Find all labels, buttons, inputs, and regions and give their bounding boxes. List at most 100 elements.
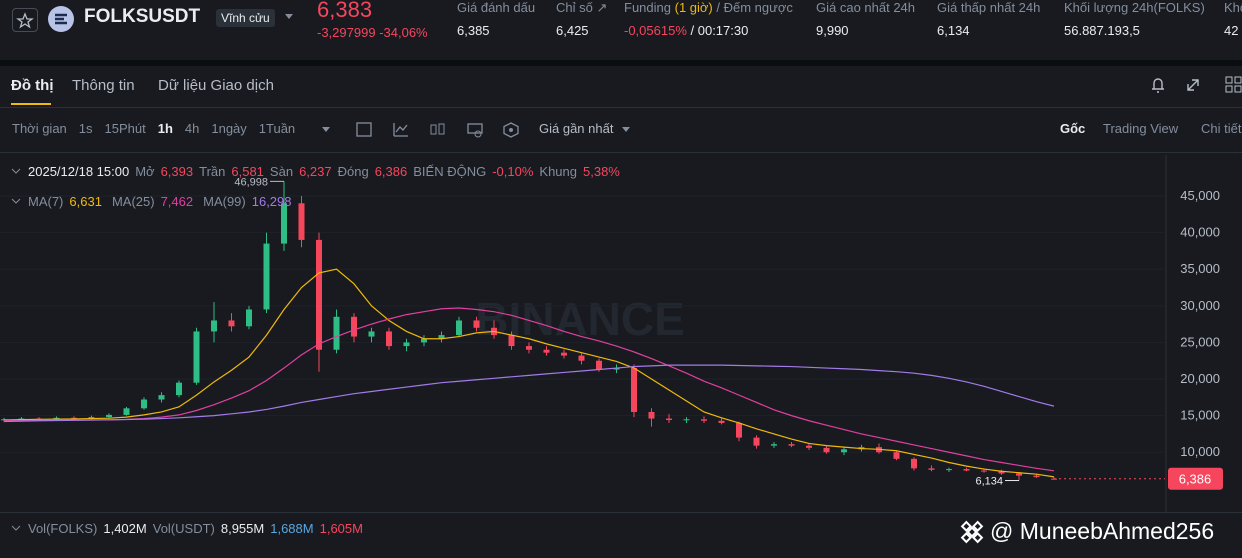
interval[interactable]: 1h xyxy=(157,121,173,136)
funding-value: -0,05615% / 00:17:30 xyxy=(624,23,748,38)
stat-label: Giá đánh dấu xyxy=(457,0,536,15)
volume-label: Vol(FOLKS) xyxy=(28,521,98,536)
candle-body xyxy=(421,338,427,343)
interval[interactable]: 1Tuần xyxy=(258,121,296,136)
field-value: -0,10% xyxy=(492,164,534,179)
change-pct: -34,06% xyxy=(379,25,428,40)
view-tab[interactable]: Chi tiết xyxy=(1201,121,1242,136)
funding-rate: -0,05615% xyxy=(624,23,687,38)
field-label: Mở xyxy=(135,164,155,179)
view-tab[interactable]: Trading View xyxy=(1103,121,1179,136)
volume-value: 1,688M xyxy=(270,521,314,536)
candle-body xyxy=(981,470,987,472)
field-value: 6,386 xyxy=(374,164,408,179)
chevron[interactable] xyxy=(10,197,22,207)
stat-label: Chỉ số ↗ xyxy=(556,0,608,15)
countdown: / 00:17:30 xyxy=(690,23,749,38)
tab[interactable]: Thông tin xyxy=(72,77,135,94)
candle-body xyxy=(578,355,585,361)
candle-body xyxy=(176,382,182,396)
ma-name: MA(25) xyxy=(111,194,155,209)
price-change: -3,297999 -34,06% xyxy=(317,25,428,40)
date: 2025/12/18 15:00 xyxy=(28,164,130,179)
candle-body xyxy=(386,331,392,347)
candle-body xyxy=(596,360,602,370)
stat-value: 42 xyxy=(1224,23,1239,38)
field-label: Sàn xyxy=(269,164,294,179)
field-value: 5,38% xyxy=(583,164,620,179)
tab[interactable]: Đồ thị xyxy=(11,77,54,94)
candle-body xyxy=(771,444,777,446)
stat-label: Khối lượng 24h(FOLKS) xyxy=(1064,0,1205,15)
price-type[interactable]: Giá gần nhất xyxy=(539,121,614,136)
chart: BINANCE 10,000 15,000 20,000 25,000 30,000 35… xyxy=(0,155,1223,513)
field-label: BIẾN ĐỘNG xyxy=(413,164,487,179)
tab-underline xyxy=(11,103,51,105)
caret[interactable] xyxy=(284,13,294,21)
tab[interactable]: Dữ liệu Giao dịch xyxy=(158,77,274,94)
stat-label: Giá thấp nhất 24h xyxy=(937,0,1041,15)
candle-body xyxy=(648,411,655,419)
stat-value: 6,425 xyxy=(556,23,589,38)
candle-body xyxy=(351,316,357,337)
divider xyxy=(0,152,1242,153)
tool-icons[interactable] xyxy=(320,120,640,140)
ma-line xyxy=(3,268,1055,478)
candle-body xyxy=(158,395,165,400)
candle-body xyxy=(281,203,287,244)
header: FOLKSUSDT Vĩnh cửu 6,383 -3,297999 -34,0… xyxy=(0,0,1242,60)
candle-body xyxy=(543,349,550,353)
candle-body xyxy=(88,417,95,419)
candle-body xyxy=(123,408,130,415)
volume-row: Vol(FOLKS) 1,402M Vol(USDT) 8,955M 1,688M 1… xyxy=(10,521,369,536)
ma-name: MA(7) xyxy=(28,194,64,209)
candle-body xyxy=(298,203,305,240)
candle-body xyxy=(141,399,147,409)
stat-label: Giá cao nhất 24h xyxy=(816,0,916,15)
favorite-button[interactable] xyxy=(12,8,38,32)
watermark: @ MuneebAhmed256 xyxy=(990,518,1215,544)
price-tag xyxy=(1168,467,1223,490)
candle-body xyxy=(683,419,690,421)
interval[interactable]: 1ngày xyxy=(211,121,247,136)
interval[interactable]: 4h xyxy=(184,121,200,136)
divider xyxy=(0,60,1242,66)
ma-value: 16,298 xyxy=(251,194,292,209)
tab-icons[interactable] xyxy=(1148,74,1242,96)
interval[interactable]: 1s xyxy=(78,121,93,136)
chevron[interactable] xyxy=(10,524,22,534)
field-label: Đóng xyxy=(337,164,369,179)
candle-body xyxy=(246,309,252,327)
view-tab[interactable]: Gốc xyxy=(1060,121,1086,136)
divider xyxy=(0,107,1242,108)
y-tick-label: 25,000 xyxy=(1180,334,1220,349)
candle-body xyxy=(666,418,672,421)
ma-value: 6,631 xyxy=(69,194,102,209)
funding-label: Funding (1 giờ) / Đếm ngược xyxy=(624,0,793,15)
text: / Đếm ngược xyxy=(716,0,793,15)
volume-label: Vol(USDT) xyxy=(152,521,215,536)
star-icon xyxy=(16,12,34,29)
candle-body xyxy=(1016,473,1022,476)
chevron[interactable] xyxy=(10,167,22,177)
symbol[interactable]: FOLKSUSDT xyxy=(84,6,201,27)
ma-name: MA(99) xyxy=(203,194,246,209)
candle-body xyxy=(963,469,970,471)
field-label: Trần xyxy=(199,164,226,179)
candle-body xyxy=(1033,475,1040,478)
candle-body xyxy=(736,422,742,438)
contract-badge: Vĩnh cửu xyxy=(216,9,275,27)
watermark-logo: BINANCE xyxy=(475,293,685,345)
low-annotation: 6,134 xyxy=(975,476,1003,488)
candle-body xyxy=(753,437,760,446)
y-tick-label: 35,000 xyxy=(1180,261,1220,276)
candle-body xyxy=(211,320,217,332)
stat-value: 9,990 xyxy=(816,23,849,38)
y-tick-label: 45,000 xyxy=(1180,188,1220,203)
change: -3,297999 xyxy=(317,25,376,40)
candle-body xyxy=(613,368,620,370)
candle-body xyxy=(106,414,112,418)
interval[interactable]: 15Phút xyxy=(104,121,146,136)
volume-value: 8,955M xyxy=(220,521,265,536)
